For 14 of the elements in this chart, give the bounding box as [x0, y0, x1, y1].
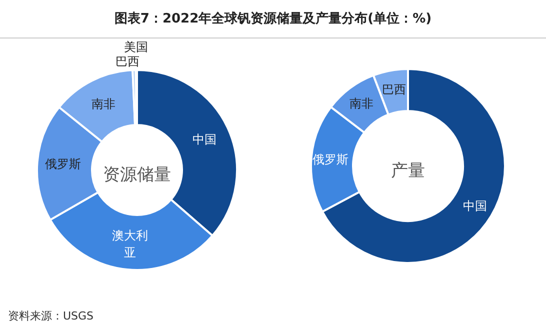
text: 资源储量 [103, 165, 171, 185]
slice-label: 俄罗斯 [45, 157, 82, 172]
slice-label: 巴西 [382, 82, 406, 96]
slice-label: 中国 [192, 132, 216, 146]
text: 产量 [391, 161, 425, 181]
slice-label: 澳大利亚 [112, 228, 148, 260]
slice-label: 南非 [92, 96, 116, 111]
slice-label: 俄罗斯 [312, 152, 348, 167]
text: 资料来源：USGS [8, 310, 94, 322]
slice-label: 巴西 [115, 54, 140, 68]
slice-label: 美国 [124, 40, 148, 54]
text: 图表7：2022年全球钒资源储量及产量分布(单位：%) [114, 10, 432, 26]
slice-label: 南非 [349, 96, 374, 110]
slice-label: 中国 [462, 199, 487, 214]
